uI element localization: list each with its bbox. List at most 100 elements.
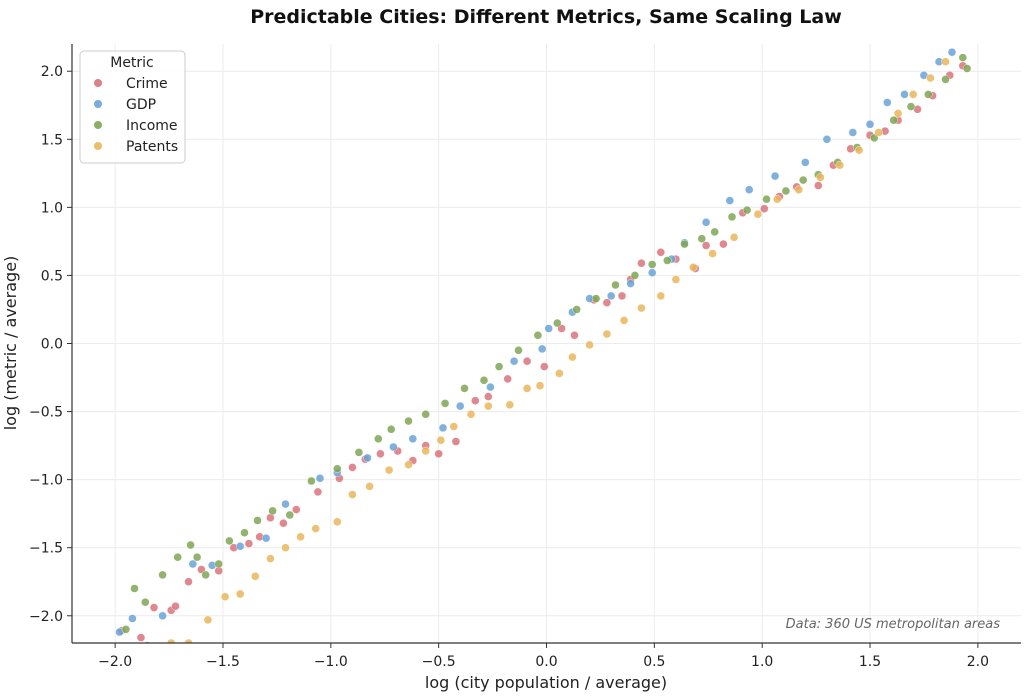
data-point-income: [285, 510, 294, 520]
data-point-patents: [281, 543, 290, 552]
x-tick-label: −1.0: [314, 654, 348, 670]
data-point-income: [663, 256, 672, 265]
data-point-gdp: [315, 474, 325, 483]
data-point-patents: [251, 572, 260, 581]
legend-marker-crime: [94, 79, 102, 87]
data-point-patents: [404, 460, 413, 469]
x-axis-label: log (city population / average): [425, 673, 667, 692]
data-point-income: [354, 448, 364, 457]
y-tick-label: 0.0: [41, 337, 63, 353]
data-point-income: [387, 425, 396, 434]
data-point-income: [514, 346, 523, 355]
data-point-crime: [313, 487, 323, 497]
data-point-patents: [926, 73, 935, 83]
data-point-crime: [244, 539, 254, 548]
data-point-crime: [570, 331, 579, 340]
data-point-patents: [568, 352, 577, 362]
data-point-gdp: [509, 357, 519, 366]
data-point-gdp: [848, 128, 857, 137]
data-point-gdp: [261, 534, 271, 543]
x-tick-label: 1.5: [859, 654, 881, 670]
data-point-income: [962, 64, 972, 73]
legend-marker-patents: [94, 142, 102, 150]
data-point-gdp: [626, 279, 635, 288]
data-point-patents: [421, 446, 430, 456]
data-point-income: [158, 570, 167, 580]
x-tick-label: −2.0: [98, 654, 132, 670]
data-point-income: [141, 598, 150, 607]
x-tick-label: 0.5: [643, 654, 665, 670]
series-gdp: [115, 48, 957, 643]
data-point-income: [572, 305, 581, 314]
data-point-income: [762, 194, 771, 204]
data-point-patents: [522, 384, 532, 393]
data-point-patents: [235, 589, 245, 599]
data-point-patents: [184, 638, 193, 643]
data-point-income: [333, 464, 342, 473]
data-point-patents: [484, 401, 493, 411]
data-point-gdp: [389, 442, 398, 452]
data-point-crime: [522, 357, 532, 366]
data-source-note: Data: 360 US metropolitan areas: [786, 617, 1001, 632]
data-point-gdp: [544, 324, 553, 333]
x-tick-label: 2.0: [967, 654, 989, 670]
data-point-crime: [434, 449, 443, 458]
data-point-crime: [451, 437, 461, 446]
data-point-income: [591, 294, 601, 303]
data-point-gdp: [363, 453, 372, 463]
data-point-income: [404, 416, 413, 426]
legend-label-crime: Crime: [126, 76, 168, 92]
data-point-gdp: [607, 291, 616, 301]
legend-label-income: Income: [126, 118, 178, 134]
data-point-income: [889, 115, 898, 125]
data-point-income: [268, 506, 277, 516]
data-point-income: [906, 102, 916, 111]
data-point-patents: [893, 109, 903, 118]
data-point-gdp: [128, 614, 137, 623]
data-point-patents: [167, 638, 176, 643]
data-point-income: [742, 205, 752, 215]
data-point-crime: [184, 577, 193, 586]
data-point-gdp: [456, 401, 465, 411]
data-point-income: [553, 318, 562, 328]
data-point-income: [214, 559, 223, 569]
y-tick-label: 1.5: [41, 132, 63, 148]
ticks: −2.0 −1.5 −1.0 −0.5 0.0 0.5 1.0 1.5 2.0 −2.0 −1.5 −…: [29, 64, 989, 670]
data-point-income: [240, 528, 249, 537]
y-tick-label: −1.5: [29, 541, 63, 557]
data-point-income: [680, 239, 689, 249]
data-point-patents: [535, 381, 545, 390]
data-point-crime: [136, 633, 146, 642]
data-point-crime: [540, 362, 549, 371]
data-point-crime: [484, 392, 493, 401]
data-point-patents: [585, 340, 594, 350]
data-point-gdp: [801, 158, 810, 167]
y-tick-label: −2.0: [29, 609, 63, 625]
series-income: [121, 53, 972, 634]
data-point-income: [727, 212, 737, 222]
data-point-gdp: [900, 90, 909, 99]
data-point-crime: [719, 239, 728, 249]
y-tick-label: 1.0: [41, 200, 63, 216]
data-point-income: [710, 227, 719, 237]
data-point-crime: [656, 248, 665, 257]
data-point-patents: [466, 410, 476, 419]
legend-marker-gdp: [94, 100, 102, 108]
data-point-crime: [279, 519, 288, 528]
data-point-patents: [505, 400, 514, 409]
data-point-income: [440, 399, 450, 408]
data-point-crime: [701, 241, 711, 250]
x-tick-label: −0.5: [422, 654, 456, 670]
data-point-gdp: [438, 423, 448, 433]
data-point-crime: [376, 449, 385, 458]
data-point-gdp: [486, 382, 495, 392]
data-point-income: [648, 260, 657, 269]
data-point-patents: [602, 329, 612, 339]
data-point-gdp: [235, 542, 245, 551]
data-point-income: [186, 540, 195, 550]
data-point-gdp: [408, 434, 417, 443]
data-point-patents: [619, 316, 629, 325]
data-point-income: [192, 553, 202, 562]
data-point-crime: [471, 396, 480, 405]
data-point-crime: [149, 603, 159, 612]
